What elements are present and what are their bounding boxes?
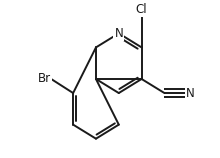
Text: Cl: Cl [136,3,147,16]
Text: N: N [186,87,195,100]
Text: N: N [114,27,123,40]
Text: Br: Br [38,73,51,85]
